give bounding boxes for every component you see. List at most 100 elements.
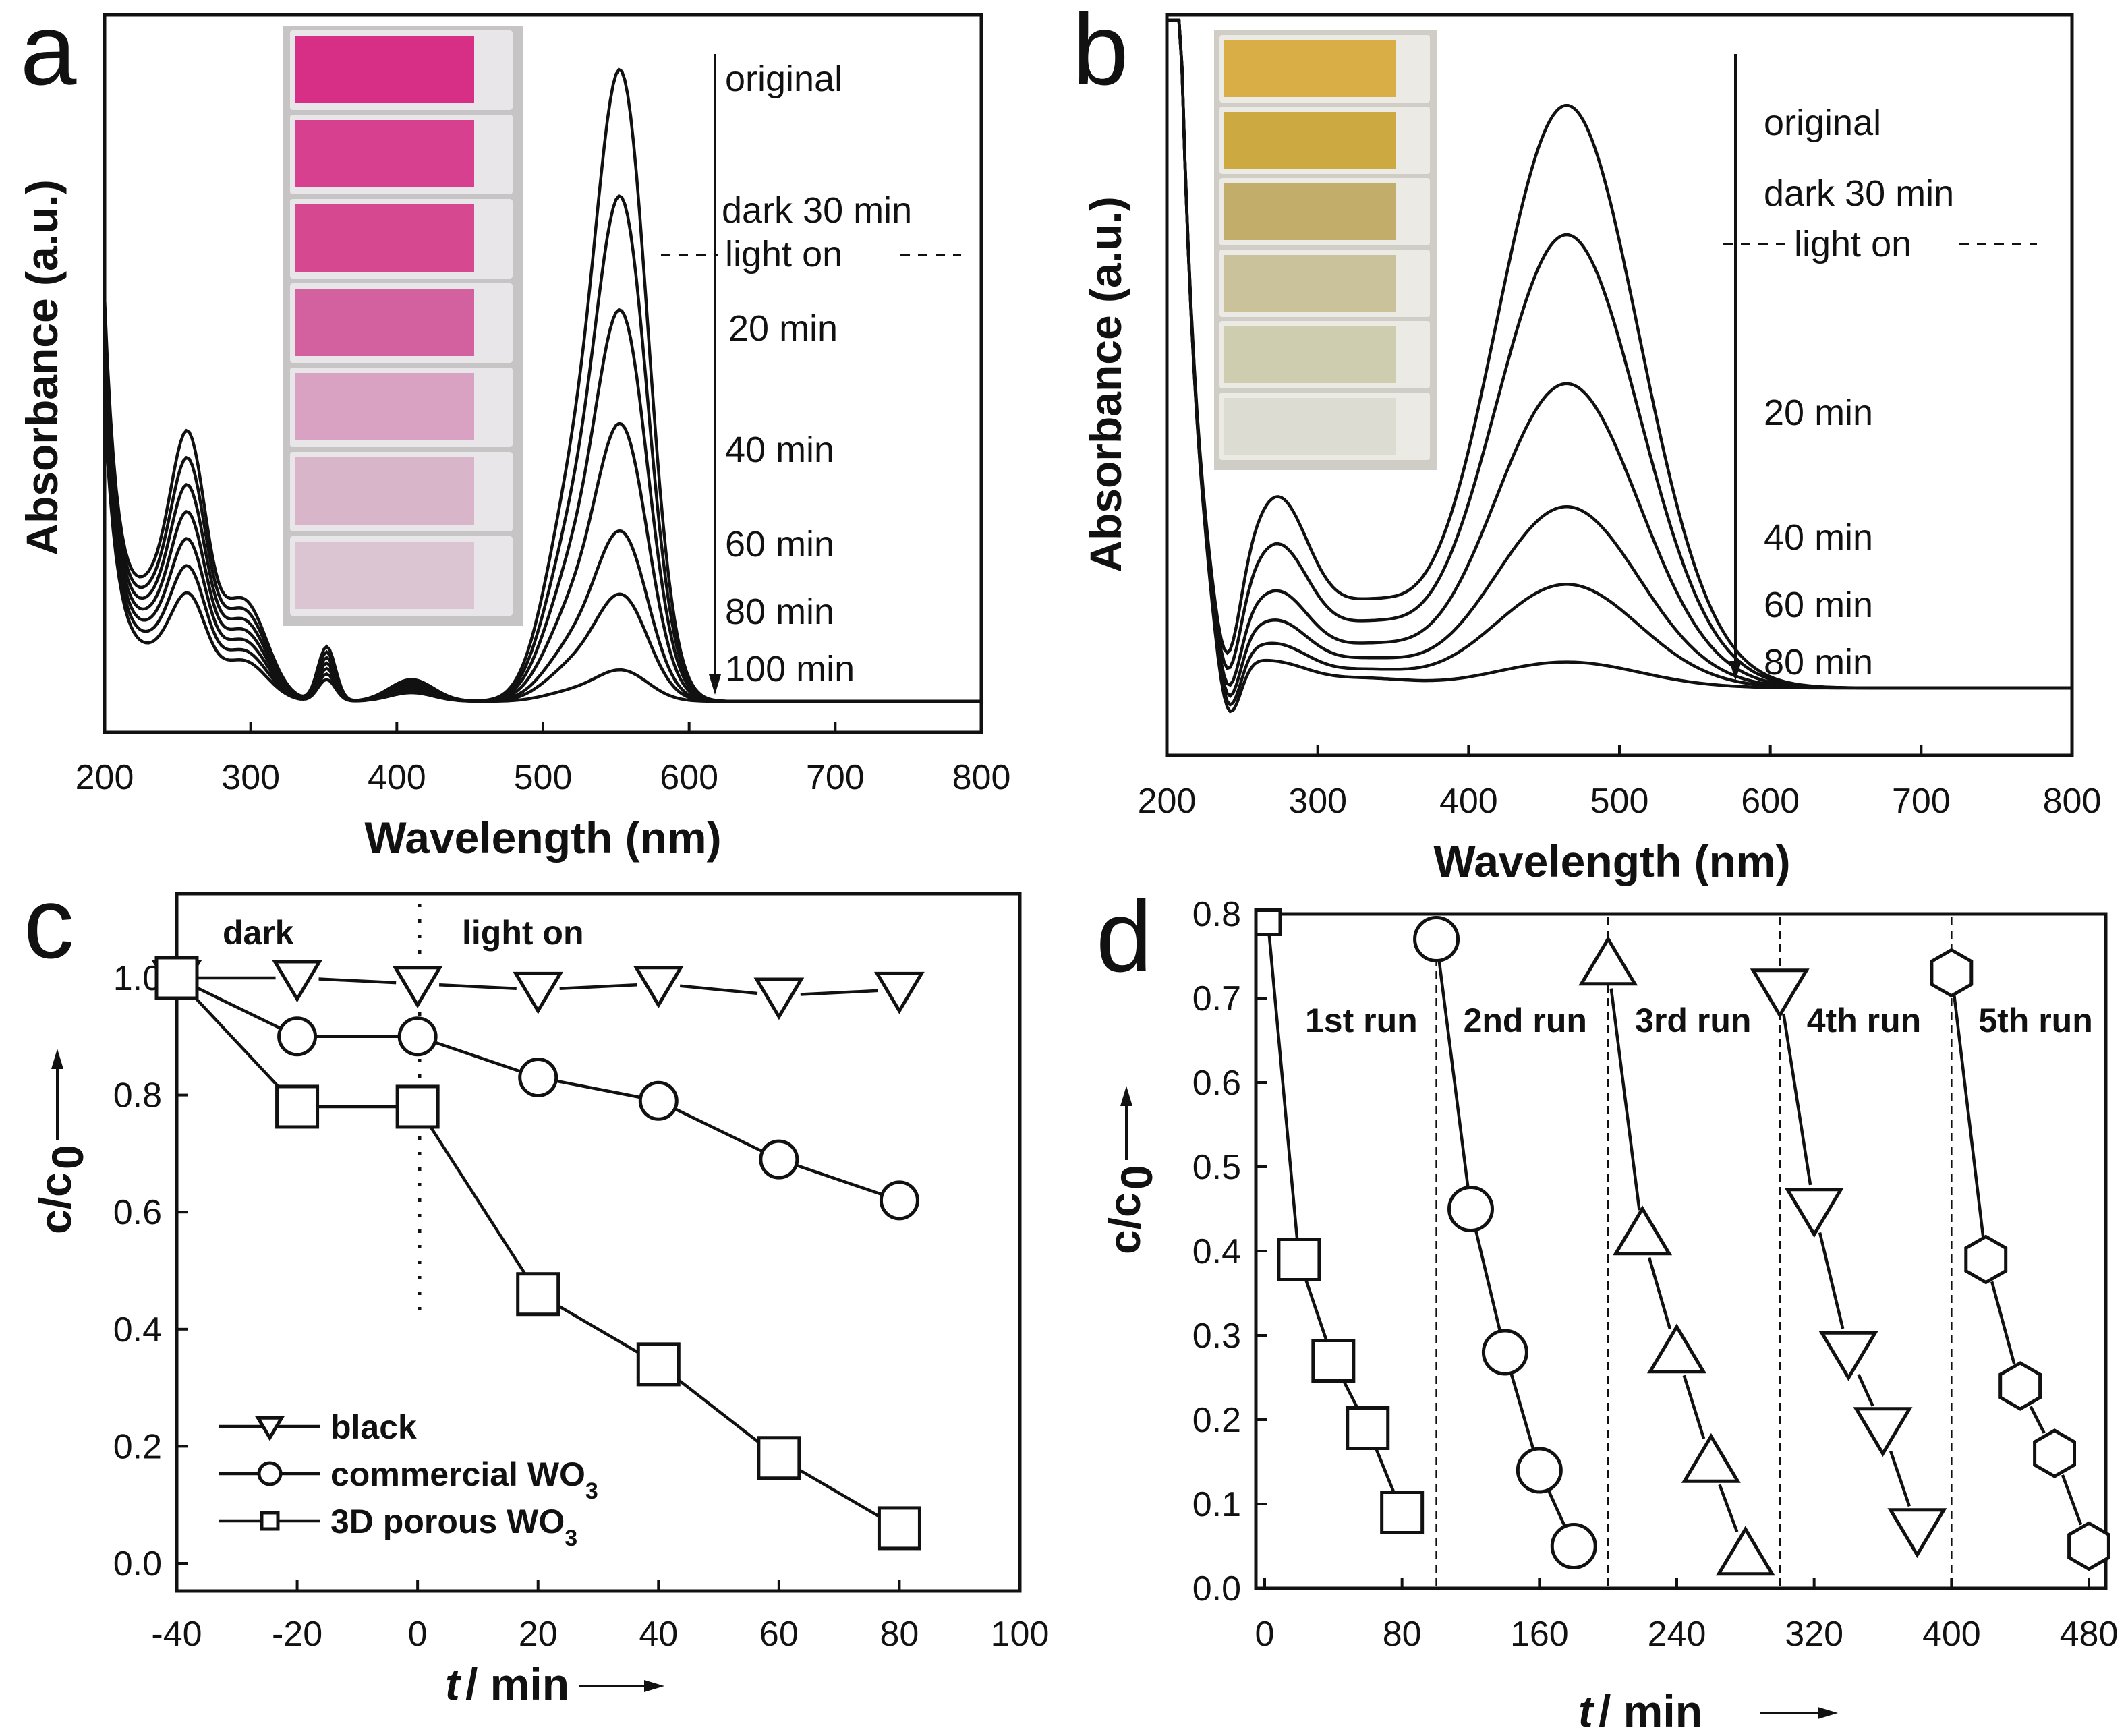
panel-d-run-boundaries xyxy=(1435,917,1953,1586)
panel-d-x-tick-label: 80 xyxy=(1383,1615,1422,1654)
panel-d-run-segment xyxy=(1990,1281,2016,1364)
panel-c-y-tick-label: 0.4 xyxy=(113,1310,162,1350)
panel-a-spectrum-3 xyxy=(103,308,981,703)
panel-d-y-title-main: c/c xyxy=(1099,1192,1149,1254)
panel-c-y-tick-label: 0.2 xyxy=(113,1427,162,1466)
panel-d-run-segment xyxy=(1373,1446,1396,1495)
panel-a-arrow-head xyxy=(709,674,721,695)
panel-a-label-lighton: light on xyxy=(725,234,842,274)
panel-d-point-square xyxy=(1380,1491,1425,1534)
panel-c-legend-label: 3D porous WO3 xyxy=(330,1503,577,1551)
panel-d-run-segment xyxy=(1304,1278,1329,1342)
panel-d-y-tick-label: 0.3 xyxy=(1192,1317,1241,1356)
panel-c-x-title-text: / min xyxy=(465,1659,569,1709)
panel-c-legend-label: black xyxy=(330,1408,417,1446)
panel-b-x-ticks: 200 300 400 500 600 700 800 xyxy=(1138,745,2101,821)
panel-d-y-tick-label: 0.4 xyxy=(1192,1232,1241,1271)
panel-d-run-label: 1st run xyxy=(1305,1002,1418,1039)
panel-c-series-segment xyxy=(435,1041,520,1073)
panel-d-point-circle xyxy=(1447,1186,1494,1232)
panel-d-point-hexagon xyxy=(2033,1428,2076,1478)
panel-c-x-tick-label: -40 xyxy=(151,1615,202,1654)
panel-c-y-title-sub: 0 xyxy=(42,1145,92,1169)
panel-d-point-hexagon xyxy=(1998,1361,2042,1411)
panel-b-x-tick-label: 500 xyxy=(1590,782,1649,821)
panel-c-y-tick-label: 1.0 xyxy=(113,959,162,998)
panel-b-y-axis-title: Absorbance (a.u.) xyxy=(1081,196,1130,572)
panel-d-point-triangle-up xyxy=(1681,1433,1741,1483)
panel-c-legend-label: commercial WO3 xyxy=(330,1455,598,1504)
panel-b-x-axis-title: Wavelength (nm) xyxy=(1433,836,1790,886)
panel-a-x-tick-label: 500 xyxy=(514,758,573,797)
panel-a-x-tick-label: 300 xyxy=(221,758,280,797)
panel-a-x-ticks: 200 300 400 500 600 700 800 xyxy=(76,722,1011,797)
panel-c-y-title-main: c/c xyxy=(30,1172,80,1234)
panel-b-chart: 200 300 400 500 600 700 800 original dark 30 m… xyxy=(1081,13,2101,886)
panel-d-point-triangle-up xyxy=(1578,935,1638,986)
panel-a-x-tick-label: 800 xyxy=(952,758,1011,797)
panel-b-spectra xyxy=(1167,18,2072,714)
panel-d-run-segment xyxy=(2029,1406,2046,1434)
panel-d-point-circle xyxy=(1516,1447,1563,1494)
panel-d-y-tick-label: 0.0 xyxy=(1192,1569,1241,1609)
panel-d-run-label: 5th run xyxy=(1978,1002,2092,1039)
panel-c-lighton-label: light on xyxy=(462,914,584,952)
panel-a-spectra xyxy=(103,67,981,703)
panel-d-run-segment xyxy=(1647,1256,1672,1330)
panel-c-point-triangle-down xyxy=(874,971,925,1014)
panel-c-series-segment xyxy=(675,1107,762,1153)
panel-d-run-label: 4th run xyxy=(1807,1002,1921,1039)
panel-c-series-segment xyxy=(800,989,878,996)
panel-d-y-axis-title: c/c 0 xyxy=(1099,1086,1161,1254)
panel-b-label-40min: 40 min xyxy=(1764,517,1873,558)
panel-b-x-tick-label: 300 xyxy=(1288,782,1347,821)
panel-c-x-tick-label: 40 xyxy=(639,1615,678,1654)
panel-c-legend-marker xyxy=(260,1511,280,1531)
panel-d-run-segment xyxy=(1437,960,1470,1188)
panel-d-run-segment xyxy=(2061,1474,2083,1526)
panel-label-c: c xyxy=(24,866,74,979)
panel-c-x-tick-label: 100 xyxy=(991,1615,1049,1654)
panel-d-run-segment xyxy=(1718,1484,1739,1533)
panel-d-chart: 0 80 160 240 320 400 480 0.0 0.1 0.2 0.3 0.4 0.5 0.6 0… xyxy=(1099,895,2118,1736)
panel-d-point-circle xyxy=(1413,916,1460,962)
panel-c-point-triangle-down xyxy=(272,960,322,1003)
panel-d-x-tick-label: 0 xyxy=(1255,1615,1275,1654)
panel-b-spectrum-6 xyxy=(1167,18,2072,714)
panel-d-run-segment xyxy=(1889,1450,1911,1507)
panel-c-legend-marker xyxy=(255,1416,285,1441)
panel-b-label-20min: 20 min xyxy=(1764,393,1873,433)
panel-b-cuvette-solution xyxy=(1224,326,1396,383)
panel-d-x-tick-label: 160 xyxy=(1510,1615,1569,1654)
panel-c-point-circle xyxy=(759,1139,799,1180)
panel-c-point-triangle-down xyxy=(633,966,684,1009)
panel-d-y-tick-label: 0.6 xyxy=(1192,1064,1241,1103)
panel-c-y-tick-label: 0.0 xyxy=(113,1544,162,1584)
panel-c-point-circle xyxy=(397,1016,438,1057)
panel-a-label-100min: 100 min xyxy=(725,649,855,689)
panel-b-inset-photo xyxy=(1214,30,1437,470)
panel-d-point-square xyxy=(1311,1339,1356,1383)
panel-a-cuvette-solution xyxy=(295,120,474,187)
panel-d-point-square xyxy=(1254,908,1282,936)
panel-b-x-tick-label: 700 xyxy=(1892,782,1951,821)
panel-d-point-triangle-up xyxy=(1715,1526,1775,1576)
panel-d-x-axis-title: t / min xyxy=(1578,1686,1838,1736)
panel-a-label-20min: 20 min xyxy=(728,308,838,349)
panel-d-point-circle xyxy=(1481,1329,1528,1376)
panel-c-x-tick-label: 20 xyxy=(519,1615,558,1654)
panel-d-run-segment xyxy=(1818,1232,1845,1329)
panel-d-run-segment xyxy=(1682,1375,1706,1439)
panel-d-y-tick-label: 0.1 xyxy=(1192,1485,1241,1524)
panel-c-series-segment xyxy=(674,1376,763,1446)
panel-c-plot-frame xyxy=(175,892,1022,1593)
panel-c-x-title-arrowhead xyxy=(644,1680,664,1692)
panel-d-point-hexagon xyxy=(2067,1521,2110,1571)
panel-d-run-segment xyxy=(1857,1373,1874,1407)
panel-b-cuvette-solution xyxy=(1224,255,1396,312)
panel-c-y-tick-label: 0.8 xyxy=(113,1076,162,1116)
panel-a-x-axis-title: Wavelength (nm) xyxy=(364,813,721,863)
panel-b-label-original: original xyxy=(1764,103,1881,143)
panel-label-b: b xyxy=(1072,0,1128,106)
panel-d-point-triangle-down xyxy=(1887,1508,1947,1559)
